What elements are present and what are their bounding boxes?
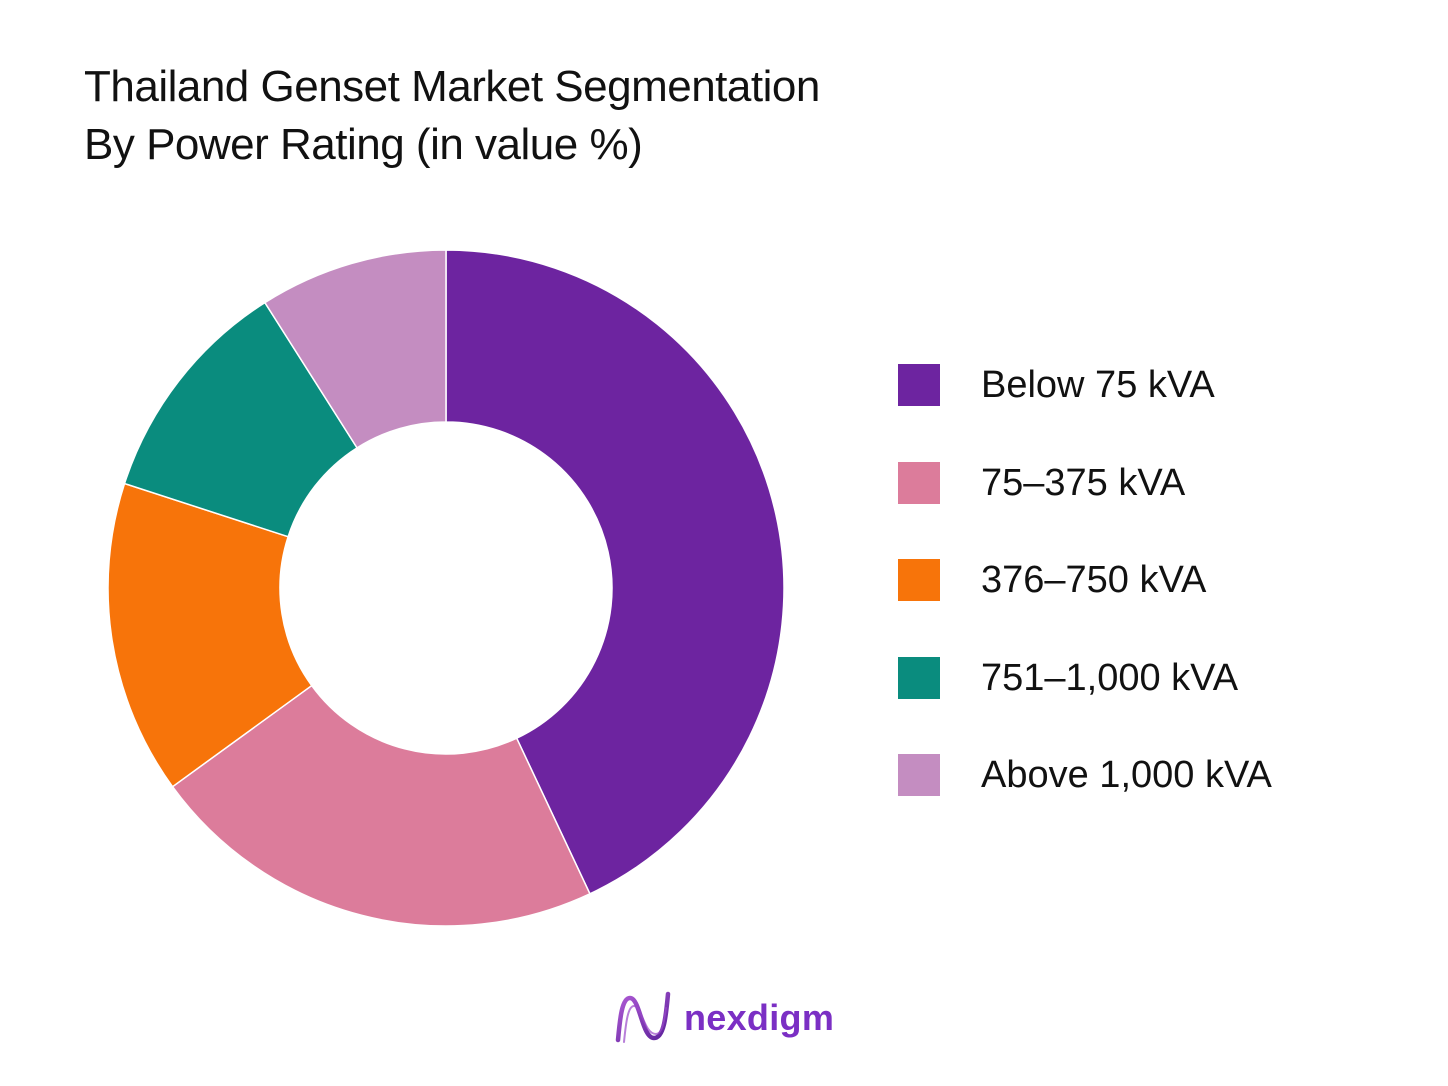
donut-slice-below-75-kva: [445, 249, 785, 895]
donut-slice-751-1-000-kva: [123, 301, 359, 538]
legend-swatch: [898, 656, 940, 699]
legend-label: 751–1,000 kVA: [981, 656, 1239, 699]
legend-label: 376–750 kVA: [981, 559, 1207, 601]
legend-swatch: [898, 754, 940, 796]
legend-swatch: [898, 559, 940, 601]
legend-swatch: [898, 364, 940, 406]
legend-label: 75–375 kVA: [981, 461, 1186, 504]
legend-label: Above 1,000 kVA: [981, 754, 1272, 796]
nexdigm-logo-icon: [615, 991, 671, 1043]
donut-slice-376-750-kva: [107, 482, 313, 788]
donut-slices: [107, 249, 785, 927]
donut-slice-75-375-kva: [171, 684, 591, 927]
chart-title-line-1: Thailand Genset Market Segmentation: [84, 62, 820, 111]
legend-swatch: [898, 461, 940, 504]
legend-label: Below 75 kVA: [981, 364, 1215, 406]
brand-name: nexdigm: [684, 997, 835, 1038]
brand-logo: nexdigm: [612, 988, 834, 1048]
chart-title: Thailand Genset Market Segmentation By P…: [84, 58, 820, 174]
donut-slice-above-1-000-kva: [263, 249, 447, 449]
chart-title-line-2: By Power Rating (in value %): [84, 120, 643, 169]
